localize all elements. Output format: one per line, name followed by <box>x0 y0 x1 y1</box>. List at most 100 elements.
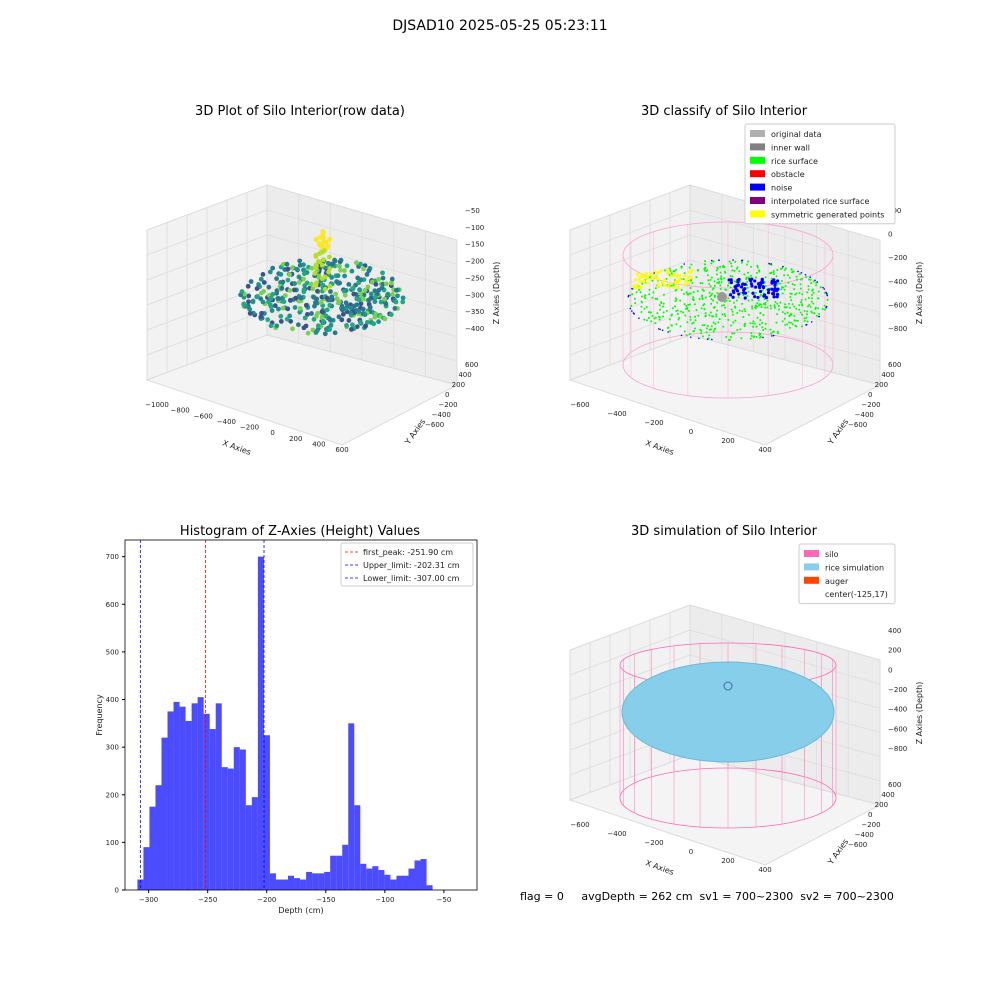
histogram-frame <box>124 539 478 891</box>
histogram-y-label: Frequency <box>95 694 104 736</box>
raw-axes <box>145 184 459 446</box>
raw-x-tick: 200 <box>289 435 302 443</box>
x-tick-label: −50 <box>437 896 452 904</box>
histogram-bar <box>227 768 234 890</box>
classify-legend-label: interpolated rice surface <box>771 197 869 206</box>
raw-z-tick: −300 <box>465 291 484 299</box>
simulation-legend-swatch <box>804 550 819 557</box>
raw-z-tick: −350 <box>465 308 484 316</box>
classify-legend-frame <box>744 123 896 225</box>
histogram-bar <box>215 703 222 890</box>
histogram-bar <box>161 737 168 890</box>
classify-z-axis-label: Z Axies (Depth) <box>915 262 924 325</box>
classify-legend <box>744 123 896 225</box>
simulation-legend <box>798 543 896 605</box>
classify-legend-swatch <box>750 156 765 164</box>
y-tick-label: 700 <box>106 553 119 561</box>
classify-y-tick: 0 <box>868 391 872 399</box>
histogram-bar <box>179 706 186 890</box>
histogram-bar <box>143 847 150 890</box>
classify-y-tick: 400 <box>881 371 894 379</box>
x-tick-label: −150 <box>316 896 335 904</box>
classify-x-tick: −200 <box>644 419 663 427</box>
histogram-bar <box>342 844 349 890</box>
histogram-bar <box>209 729 216 890</box>
raw-x-tick: −600 <box>194 412 213 420</box>
simulation-z-tick: −200 <box>888 686 907 694</box>
histogram-bar <box>269 873 276 890</box>
y-tick-label: 300 <box>106 744 119 752</box>
histogram-bar <box>203 713 210 890</box>
simulation-z-tick: 200 <box>888 647 901 655</box>
histogram-title: Histogram of Z-Axies (Height) Values <box>179 524 421 539</box>
raw-y-tick: 400 <box>458 371 471 379</box>
histogram-bar <box>288 875 295 890</box>
simulation-x-axis-label: X Axies <box>644 858 675 877</box>
classify-z-tick: 0 <box>888 231 892 239</box>
histogram-bar <box>257 556 264 890</box>
classify-x-tick: 400 <box>758 446 771 454</box>
histogram-bar <box>197 697 204 890</box>
simulation-x-tick: 400 <box>758 866 771 874</box>
simulation-x-tick: 200 <box>721 857 734 865</box>
histogram-x-label: Depth (cm) <box>278 906 323 915</box>
histogram-bar <box>396 875 403 890</box>
raw-x-axis-label: X Axies <box>221 438 252 457</box>
simulation-x-tick: −600 <box>570 821 589 829</box>
raw-x-tick: 400 <box>312 440 325 448</box>
classify-inner-wall-marker <box>717 292 727 302</box>
simulation-y-tick: 600 <box>888 781 901 789</box>
histogram-bar <box>275 879 282 890</box>
histogram-bar <box>426 885 433 890</box>
classify-legend-label: original data <box>771 130 822 139</box>
histogram-bar <box>378 870 385 890</box>
histogram-bar <box>245 805 252 890</box>
legend-label: Upper_limit: -202.31 cm <box>363 561 460 570</box>
simulation-z-tick: 400 <box>888 627 901 635</box>
classify-legend-label: rice surface <box>771 157 818 166</box>
classify-legend-swatch <box>750 210 765 218</box>
raw-x-tick: 600 <box>335 446 348 454</box>
classify-legend-label: obstacle <box>771 170 805 179</box>
classify-x-tick: 200 <box>721 437 734 445</box>
classify-y-axis-label: Y Axies <box>826 417 851 447</box>
raw-z-tick: −150 <box>465 241 484 249</box>
histogram-bar <box>149 806 156 890</box>
status-text: flag = 0 avgDepth = 262 cm sv1 = 700~230… <box>520 890 894 903</box>
histogram-bar <box>221 767 228 890</box>
histogram-bar <box>233 747 240 890</box>
raw-point-cloud <box>238 229 406 337</box>
classify-axes <box>568 184 882 446</box>
auger-marker <box>723 681 733 691</box>
simulation-z-tick: 0 <box>888 666 892 674</box>
raw-x-tick: −400 <box>217 418 236 426</box>
simulation-y-tick: −200 <box>861 821 880 829</box>
histogram-bar <box>384 874 391 890</box>
histogram-bar <box>300 879 307 890</box>
histogram-bar <box>402 875 409 890</box>
histogram-bar <box>173 701 180 890</box>
histogram-bar <box>420 859 427 890</box>
histogram-bar <box>372 866 379 890</box>
simulation-silo <box>619 642 837 829</box>
classify-z-tick: −200 <box>888 254 907 262</box>
simulation-z-axis-label: Z Axies (Depth) <box>915 682 924 745</box>
histogram-bar <box>348 723 355 890</box>
raw-y-tick: 600 <box>465 361 478 369</box>
classify-x-tick: 0 <box>689 428 693 436</box>
simulation-y-tick: 200 <box>875 801 888 809</box>
classify-y-tick: 200 <box>875 381 888 389</box>
simulation-legend-label: rice simulation <box>825 563 884 572</box>
y-tick-label: 200 <box>106 791 119 799</box>
histogram-plot <box>122 539 478 893</box>
legend-label: Lower_limit: -307.00 cm <box>363 574 460 583</box>
raw-y-tick: −200 <box>438 401 457 409</box>
y-tick-label: 400 <box>106 696 119 704</box>
histogram-bar <box>137 879 144 890</box>
simulation-y-tick: 0 <box>868 811 872 819</box>
classify-legend-swatch <box>750 183 765 191</box>
raw-y-tick: −600 <box>425 421 444 429</box>
raw-y-tick: −400 <box>432 411 451 419</box>
x-tick-label: −200 <box>257 896 276 904</box>
